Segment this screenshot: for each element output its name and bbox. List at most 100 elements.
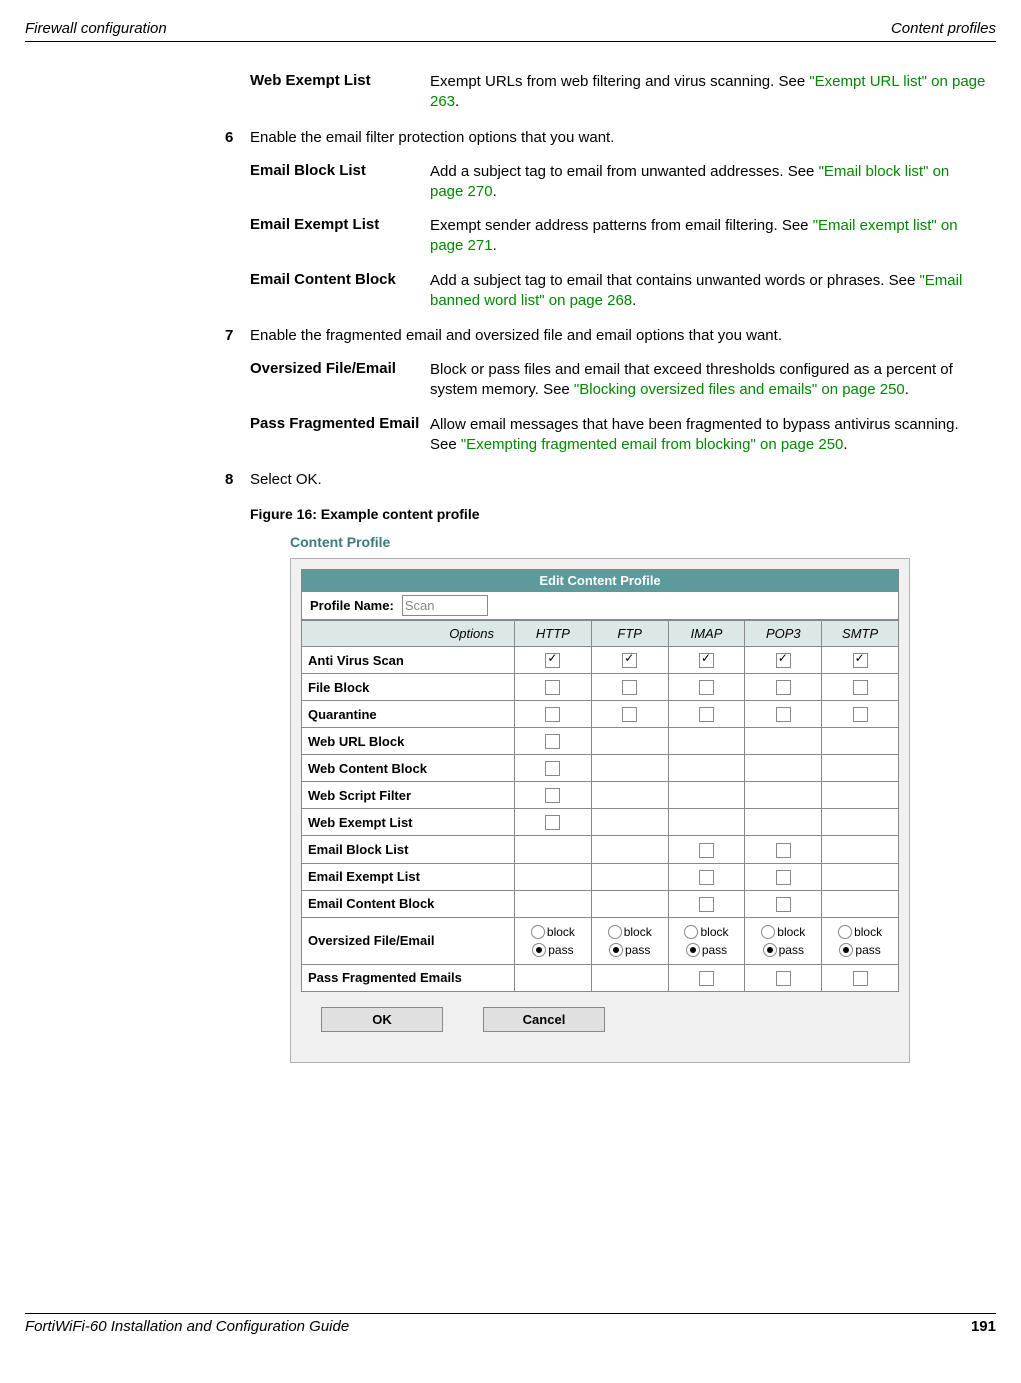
def-fragmented: Pass Fragmented Email Allow email messag… [250,415,986,456]
checkbox-emailexempt-pop3[interactable] [776,870,791,885]
checkbox-fragmented-pop3[interactable] [776,971,791,986]
def-text: Add a subject tag to email that contains… [430,272,919,289]
def-text: Exempt sender address patterns from emai… [430,217,813,234]
checkbox-fileblock-smtp[interactable] [853,680,868,695]
checkbox-fragmented-imap[interactable] [699,971,714,986]
radio-block-label: block [624,925,652,939]
radio-block-label: block [700,925,728,939]
profile-name-row: Profile Name: [301,592,899,620]
checkbox-emailcontent-imap[interactable] [699,897,714,912]
checkbox-webcontent-http[interactable] [545,761,560,776]
option-name: Web Script Filter [302,782,515,809]
checkbox-webexempt-http[interactable] [545,815,560,830]
link-fragmented[interactable]: "Exempting fragmented email from blockin… [461,436,844,453]
ok-button[interactable]: OK [321,1007,443,1032]
checkbox-emailcontent-pop3[interactable] [776,897,791,912]
row-quarantine: Quarantine [302,701,899,728]
checkbox-fileblock-imap[interactable] [699,680,714,695]
def-desc: Allow email messages that have been frag… [430,415,986,456]
def-text-end: . [632,292,636,309]
profile-name-input[interactable] [402,595,488,616]
checkbox-antivirus-ftp[interactable] [622,653,637,668]
def-desc: Exempt URLs from web filtering and virus… [430,72,986,113]
table-header-row: Options HTTP FTP IMAP POP3 SMTP [302,621,899,647]
step-number: 6 [225,129,250,146]
option-name: Web URL Block [302,728,515,755]
checkbox-quarantine-imap[interactable] [699,707,714,722]
header-divider [25,41,996,42]
radio-oversized-http[interactable]: block pass [521,923,585,959]
header-right: Content profiles [891,20,996,37]
checkbox-quarantine-pop3[interactable] [776,707,791,722]
row-oversized: Oversized File/Email block pass block pass… [302,917,899,964]
profile-box: Edit Content Profile Profile Name: Optio… [290,558,910,1063]
def-term: Email Exempt List [250,216,430,257]
cancel-button[interactable]: Cancel [483,1007,605,1032]
checkbox-quarantine-smtp[interactable] [853,707,868,722]
def-email-content: Email Content Block Add a subject tag to… [250,271,986,312]
link-oversized[interactable]: "Blocking oversized files and emails" on… [574,381,905,398]
def-term: Email Block List [250,162,430,203]
option-name: Email Exempt List [302,863,515,890]
row-webexempt: Web Exempt List [302,809,899,836]
step-6: 6 Enable the email filter protection opt… [225,129,986,146]
checkbox-quarantine-ftp[interactable] [622,707,637,722]
checkbox-webscript-http[interactable] [545,788,560,803]
checkbox-fileblock-ftp[interactable] [622,680,637,695]
def-text: Exempt URLs from web filtering and virus… [430,73,809,90]
def-desc: Exempt sender address patterns from emai… [430,216,986,257]
checkbox-antivirus-imap[interactable] [699,653,714,668]
radio-oversized-imap[interactable]: block pass [675,923,739,959]
def-term: Email Content Block [250,271,430,312]
content-profile-screenshot: Content Profile Edit Content Profile Pro… [290,534,910,1063]
radio-pass-label: pass [855,943,880,957]
row-fragmented: Pass Fragmented Emails [302,964,899,991]
step-number: 8 [225,471,250,488]
page-footer: FortiWiFi-60 Installation and Configurat… [0,1313,1021,1335]
checkbox-fileblock-http[interactable] [545,680,560,695]
def-term: Web Exempt List [250,72,430,113]
radio-oversized-ftp[interactable]: blockpass [598,923,662,959]
footer-page-number: 191 [971,1318,996,1335]
radio-pass-label: pass [702,943,727,957]
profile-name-label: Profile Name: [302,594,402,617]
radio-block-label: block [854,925,882,939]
radio-block-label: block [547,925,575,939]
def-text-end: . [493,237,497,254]
option-name: Quarantine [302,701,515,728]
checkbox-fileblock-pop3[interactable] [776,680,791,695]
page-header: Firewall configuration Content profiles [25,20,996,37]
step-text: Select OK. [250,471,322,488]
radio-pass-label: pass [548,943,573,957]
figure-label: Figure 16: Example content profile [250,506,986,522]
def-term: Pass Fragmented Email [250,415,430,456]
button-row: OK Cancel [321,1007,899,1032]
checkbox-quarantine-http[interactable] [545,707,560,722]
radio-oversized-smtp[interactable]: block pass [828,923,892,959]
footer-left: FortiWiFi-60 Installation and Configurat… [25,1318,349,1335]
edit-content-profile-title: Edit Content Profile [301,569,899,592]
checkbox-emailexempt-imap[interactable] [699,870,714,885]
checkbox-weburl-http[interactable] [545,734,560,749]
def-desc: Block or pass files and email that excee… [430,360,986,401]
option-name: Web Exempt List [302,809,515,836]
col-pop3: POP3 [745,621,822,647]
checkbox-antivirus-pop3[interactable] [776,653,791,668]
checkbox-emailblock-imap[interactable] [699,843,714,858]
checkbox-antivirus-http[interactable] [545,653,560,668]
def-desc: Add a subject tag to email from unwanted… [430,162,986,203]
option-name: Oversized File/Email [302,917,515,964]
checkbox-fragmented-smtp[interactable] [853,971,868,986]
checkbox-emailblock-pop3[interactable] [776,843,791,858]
def-oversized: Oversized File/Email Block or pass files… [250,360,986,401]
content-profile-heading: Content Profile [290,534,910,550]
def-desc: Add a subject tag to email that contains… [430,271,986,312]
radio-oversized-pop3[interactable]: blockpass [751,923,815,959]
def-email-block: Email Block List Add a subject tag to em… [250,162,986,203]
col-ftp: FTP [591,621,668,647]
option-name: Web Content Block [302,755,515,782]
option-name: Email Block List [302,836,515,863]
row-emailblock: Email Block List [302,836,899,863]
row-webcontent: Web Content Block [302,755,899,782]
checkbox-antivirus-smtp[interactable] [853,653,868,668]
